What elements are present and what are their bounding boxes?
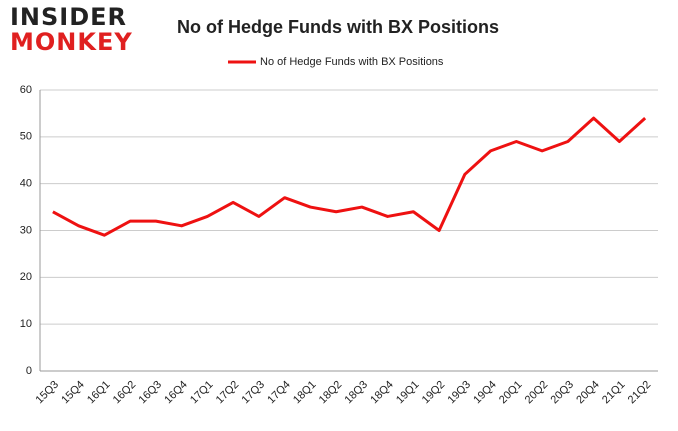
series-line [52,116,647,237]
x-tick-label: 16Q4 [162,379,190,407]
y-tick-label: 0 [26,365,32,377]
x-tick-label: 18Q1 [291,379,319,407]
chart-title: No of Hedge Funds with BX Positions [177,17,499,37]
x-tick-label: 18Q4 [368,379,396,407]
x-tick-label: 15Q3 [34,379,62,407]
x-tick-label: 20Q3 [549,379,577,407]
logo-bottom: MONKEY [10,28,133,56]
x-tick-label: 17Q3 [240,379,268,407]
x-tick-label: 17Q4 [265,379,293,407]
logo-top: INSIDER [10,3,127,31]
x-tick-label: 15Q4 [59,379,87,407]
x-tick-label: 16Q2 [111,379,139,407]
x-tick-label: 18Q2 [317,379,345,407]
y-tick-label: 50 [20,131,32,143]
x-tick-label: 19Q3 [446,379,474,407]
x-tick-label: 18Q3 [343,379,371,407]
x-tick-label: 20Q4 [574,379,602,407]
x-tick-label: 20Q2 [523,379,551,407]
x-tick-label: 17Q2 [214,379,242,407]
y-tick-label: 40 [20,178,32,190]
y-tick-label: 60 [20,84,32,96]
legend-label: No of Hedge Funds with BX Positions [260,56,444,68]
x-tick-label: 21Q1 [600,379,628,407]
x-tick-label: 19Q2 [420,379,448,407]
x-tick-label: 17Q1 [188,379,216,407]
y-tick-label: 20 [20,271,32,283]
x-tick-label: 19Q4 [471,379,499,407]
x-tick-label: 21Q2 [626,379,654,407]
y-tick-label: 10 [20,318,32,330]
x-tick-label: 16Q1 [85,379,113,407]
x-tick-label: 19Q1 [394,379,422,407]
x-tick-label: 20Q1 [497,379,525,407]
y-tick-label: 30 [20,224,32,236]
x-tick-label: 16Q3 [137,379,165,407]
